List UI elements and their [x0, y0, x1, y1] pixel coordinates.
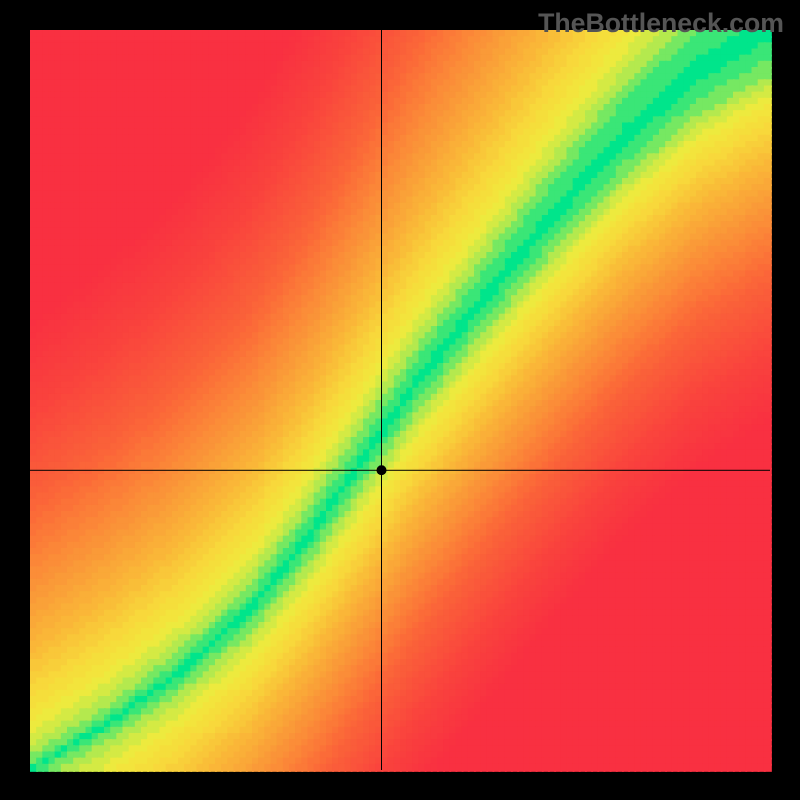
bottleneck-heatmap: [0, 0, 800, 800]
watermark-text: TheBottleneck.com: [538, 8, 784, 39]
chart-container: TheBottleneck.com: [0, 0, 800, 800]
